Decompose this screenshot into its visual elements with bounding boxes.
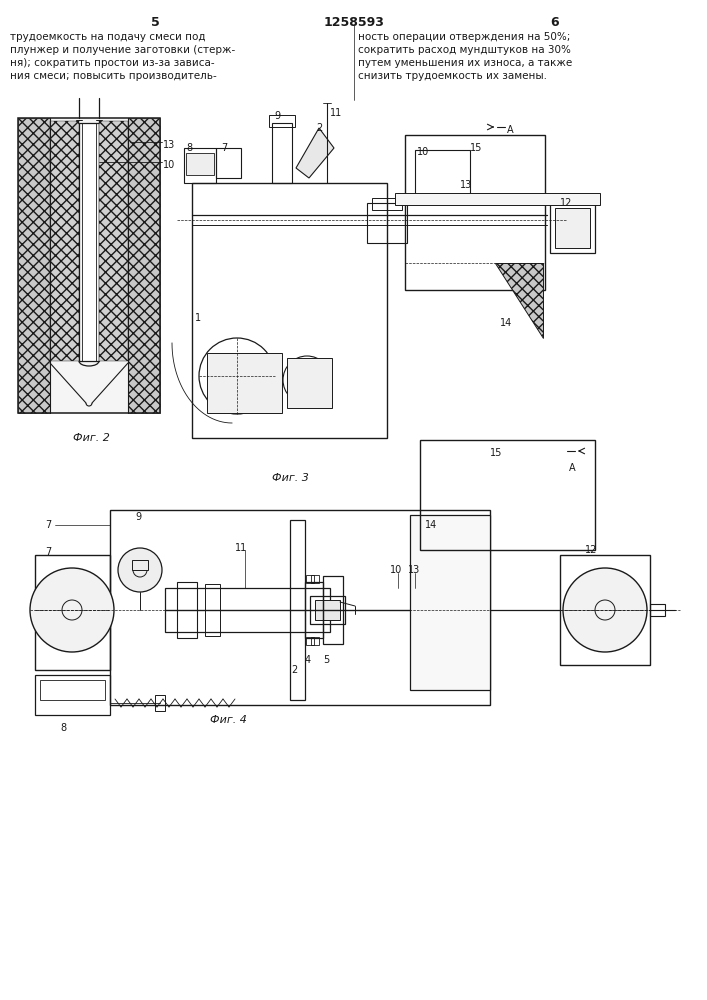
Bar bbox=[410, 515, 490, 690]
Bar bbox=[79, 123, 99, 361]
Text: 11: 11 bbox=[235, 543, 247, 553]
Text: 13: 13 bbox=[460, 180, 472, 190]
Text: 10: 10 bbox=[417, 147, 429, 157]
Bar bbox=[290, 520, 305, 700]
Text: Фиг. 4: Фиг. 4 bbox=[210, 715, 247, 725]
Bar bbox=[395, 193, 600, 205]
Text: Фиг. 2: Фиг. 2 bbox=[73, 433, 110, 443]
Bar bbox=[315, 600, 340, 620]
Bar bbox=[560, 555, 650, 665]
Bar bbox=[555, 208, 590, 248]
Bar bbox=[216, 148, 241, 178]
Text: ния смеси; повысить производитель-: ния смеси; повысить производитель- bbox=[10, 71, 217, 81]
Text: 13: 13 bbox=[163, 140, 175, 150]
Text: ность операции отверждения на 50%;: ность операции отверждения на 50%; bbox=[358, 32, 571, 42]
Bar bbox=[110, 510, 490, 705]
Text: 8: 8 bbox=[60, 723, 66, 733]
Bar bbox=[82, 123, 96, 361]
Text: 2: 2 bbox=[291, 665, 297, 675]
Text: 11: 11 bbox=[330, 108, 342, 118]
Bar bbox=[192, 183, 387, 438]
Circle shape bbox=[30, 568, 114, 652]
Bar bbox=[207, 353, 282, 413]
Text: 10: 10 bbox=[390, 565, 402, 575]
Bar bbox=[205, 584, 220, 636]
Text: 7: 7 bbox=[45, 547, 51, 557]
Text: 6: 6 bbox=[551, 16, 559, 29]
Text: ня); сократить простои из-за зависа-: ня); сократить простои из-за зависа- bbox=[10, 58, 215, 68]
Bar bbox=[155, 695, 165, 711]
Text: 1: 1 bbox=[195, 313, 201, 323]
Bar bbox=[550, 203, 595, 253]
Text: снизить трудоемкость их замены.: снизить трудоемкость их замены. bbox=[358, 71, 547, 81]
Bar bbox=[306, 637, 314, 645]
Text: 15: 15 bbox=[470, 143, 482, 153]
Circle shape bbox=[118, 548, 162, 592]
Bar bbox=[323, 576, 343, 644]
Bar bbox=[177, 582, 197, 638]
Bar bbox=[310, 596, 345, 624]
Bar bbox=[306, 575, 314, 583]
Bar bbox=[99, 121, 128, 361]
Text: 12: 12 bbox=[585, 545, 597, 555]
Bar bbox=[269, 115, 295, 127]
Text: плунжер и получение заготовки (стерж-: плунжер и получение заготовки (стерж- bbox=[10, 45, 235, 55]
Bar bbox=[35, 555, 110, 670]
Bar bbox=[372, 198, 402, 210]
Bar bbox=[40, 680, 105, 700]
Bar bbox=[18, 118, 50, 413]
Bar bbox=[186, 153, 214, 175]
Text: 14: 14 bbox=[500, 318, 513, 328]
Text: 5: 5 bbox=[323, 655, 329, 665]
Text: 9: 9 bbox=[274, 111, 280, 121]
Polygon shape bbox=[296, 128, 334, 178]
Text: 7: 7 bbox=[45, 520, 51, 530]
Text: 12: 12 bbox=[560, 198, 573, 208]
Bar bbox=[287, 358, 332, 408]
Bar bbox=[184, 148, 216, 183]
Bar bbox=[272, 123, 292, 183]
Text: A: A bbox=[569, 463, 575, 473]
Text: 8: 8 bbox=[186, 143, 192, 153]
Polygon shape bbox=[495, 263, 543, 338]
Circle shape bbox=[563, 568, 647, 652]
Bar bbox=[367, 203, 407, 243]
Bar bbox=[405, 135, 545, 290]
Text: A: A bbox=[507, 125, 513, 135]
Bar bbox=[305, 582, 323, 638]
Text: путем уменьшения их износа, а также: путем уменьшения их износа, а также bbox=[358, 58, 572, 68]
Text: 13: 13 bbox=[408, 565, 420, 575]
Text: трудоемкость на подачу смеси под: трудоемкость на подачу смеси под bbox=[10, 32, 206, 42]
Text: 1258593: 1258593 bbox=[324, 16, 385, 29]
Text: 15: 15 bbox=[490, 448, 503, 458]
Bar bbox=[165, 588, 330, 632]
Text: 14: 14 bbox=[425, 520, 437, 530]
Bar bbox=[128, 118, 160, 413]
Bar bbox=[50, 121, 79, 361]
Text: 2: 2 bbox=[316, 123, 322, 133]
Bar bbox=[311, 637, 319, 645]
Bar bbox=[50, 118, 128, 413]
Bar bbox=[311, 575, 319, 583]
Bar bbox=[420, 440, 595, 550]
Text: 7: 7 bbox=[221, 143, 227, 153]
Text: 9: 9 bbox=[135, 512, 141, 522]
Bar bbox=[650, 604, 665, 616]
Text: 5: 5 bbox=[151, 16, 159, 29]
Bar bbox=[132, 560, 148, 570]
Bar bbox=[18, 118, 160, 413]
Text: Фиг. 3: Фиг. 3 bbox=[272, 473, 309, 483]
Text: 10: 10 bbox=[163, 160, 175, 170]
Bar bbox=[35, 675, 110, 715]
Bar bbox=[415, 150, 470, 200]
Text: 4: 4 bbox=[305, 655, 311, 665]
Text: сократить расход мундштуков на 30%: сократить расход мундштуков на 30% bbox=[358, 45, 571, 55]
